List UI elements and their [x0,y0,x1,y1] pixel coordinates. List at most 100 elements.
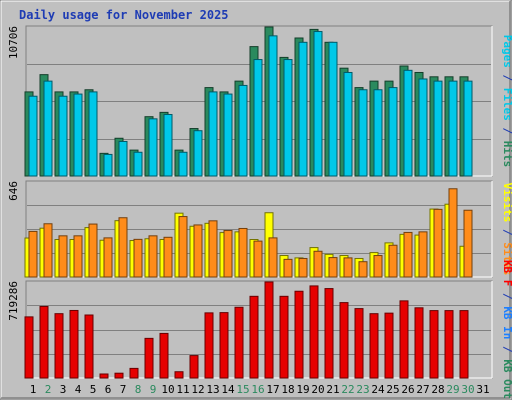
x-tick-label-28: 28 [431,383,444,396]
x-tick-label-31: 31 [476,383,489,396]
panel-top-legend-part-2: Files [501,88,512,121]
panel-top-files-bar-11 [178,151,188,177]
panel-middle-sites-bar-27 [418,231,428,278]
panel-top-files-bar-18 [283,59,293,177]
panel-middle-sites-bar-15 [238,227,248,278]
panel-top-files-bar-20 [313,31,323,177]
panel-bottom-kb-f-bar-25 [384,312,394,379]
panel-middle-sites-bar-30 [463,209,473,278]
x-tick-label-24: 24 [371,383,385,396]
panel-top-files-bar-3 [58,95,68,177]
panel-top-legend-part-1: / [501,68,512,88]
panel-top-files-bar-25 [388,87,398,177]
panel-middle-sites-bar-11 [178,216,188,278]
panel-top-max-label: 10706 [7,26,20,59]
panel-top: 10706 Pages / Files / Hits [7,25,512,177]
x-tick-label-17: 17 [266,383,279,396]
x-tick-label-14: 14 [221,383,235,396]
panel-middle-sites-bar-6 [103,237,113,278]
panel-bottom-legend: KB F / KB In / KB Out [501,260,512,399]
panel-middle-sites-bar-18 [283,258,293,278]
x-tick-label-5: 5 [90,383,97,396]
panel-bottom-legend-part-4: KB Out [501,359,512,399]
panel-top-files-bar-24 [373,89,383,177]
panel-middle-sites-bar-16 [253,240,263,278]
panel-top-files-bar-1 [28,95,38,177]
panel-bottom-kb-f-bar-5 [84,314,94,379]
panel-top-files-bar-22 [343,71,353,177]
panel-top-legend: Pages / Files / Hits [501,35,512,168]
x-tick-label-2: 2 [45,383,52,396]
panel-middle-sites-bar-1 [28,230,38,278]
panel-bottom-kb-f-bar-19 [294,290,304,379]
panel-middle-max-label: 646 [7,181,20,201]
panel-middle-sites-bar-7 [118,217,128,278]
panel-top-files-bar-14 [223,93,233,177]
panel-bottom-legend-part-2: KB In [501,306,512,339]
panel-top-files-bar-5 [88,91,98,177]
panel-bottom-kb-f-bar-21 [324,288,334,379]
panel-top-files-bar-12 [193,130,203,177]
panel-middle-sites-bar-23 [358,261,368,278]
panel-top-files-bar-16 [253,59,263,177]
panel-top-files-bar-29 [448,80,458,177]
panel-middle-sites-bar-12 [193,224,203,278]
x-tick-label-23: 23 [356,383,369,396]
panel-middle-legend-part-0: Visits [501,183,512,223]
panel-middle-sites-bar-9 [148,235,158,278]
x-tick-label-8: 8 [135,383,142,396]
panel-bottom-kb-f-bar-17 [264,281,274,379]
x-tick-label-1: 1 [30,383,37,396]
panel-top-files-bar-13 [208,91,218,177]
x-tick-label-25: 25 [386,383,399,396]
panel-bottom-kb-f-bar-9 [144,337,154,379]
panel-bottom-kb-f-bar-1 [24,316,34,379]
x-tick-label-4: 4 [75,383,82,396]
panel-top-files-bar-2 [43,80,53,177]
x-tick-label-9: 9 [150,383,157,396]
panel-bottom-kb-f-bar-26 [399,300,409,379]
panel-bottom-kb-f-bar-22 [339,302,349,379]
x-tick-label-21: 21 [326,383,339,396]
x-tick-label-12: 12 [191,383,204,396]
panel-top-files-bar-8 [133,151,143,177]
x-tick-label-27: 27 [416,383,429,396]
panel-bottom-kb-f-bar-13 [204,312,214,379]
x-tick-label-6: 6 [105,383,112,396]
panel-bottom-legend-part-0: KB F [501,260,512,287]
panel-bottom-kb-f-bar-20 [309,285,319,379]
panel-top-files-bar-19 [298,41,308,177]
panel-top-files-bar-4 [73,93,83,177]
x-tick-label-10: 10 [161,383,174,396]
panel-middle-sites-bar-14 [223,230,233,278]
panel-top-files-bar-27 [418,78,428,177]
panel-middle-sites-bar-25 [388,244,398,278]
panel-middle-sites-bar-21 [328,257,338,278]
panel-bottom-kb-f-bar-18 [279,295,289,379]
x-tick-label-16: 16 [251,383,264,396]
panel-middle-sites-bar-3 [58,235,68,278]
x-tick-label-26: 26 [401,383,414,396]
panel-middle-sites-bar-4 [73,235,83,278]
x-tick-label-13: 13 [206,383,219,396]
panel-middle: 646 Visits / Sites [7,180,512,278]
panel-bottom-kb-f-bar-12 [189,355,199,379]
panel-middle-sites-bar-19 [298,257,308,278]
panel-top-files-bar-7 [118,140,128,177]
x-tick-label-7: 7 [120,383,127,396]
x-tick-label-29: 29 [446,383,459,396]
panel-bottom-max-label: 719286 [7,281,20,321]
panel-top-files-bar-6 [103,153,113,177]
panel-bottom-kb-f-bar-16 [249,295,259,379]
x-tick-label-15: 15 [236,383,249,396]
x-tick-label-19: 19 [296,383,309,396]
panel-bottom-kb-f-bar-15 [234,306,244,379]
panel-bottom-kb-f-bar-11 [174,371,184,379]
panel-middle-sites-bar-13 [208,220,218,278]
x-tick-label-22: 22 [341,383,354,396]
panel-bottom-kb-f-bar-4 [69,309,79,379]
panel-bottom-kb-f-bar-10 [159,332,169,379]
panel-top-files-bar-17 [268,35,278,177]
